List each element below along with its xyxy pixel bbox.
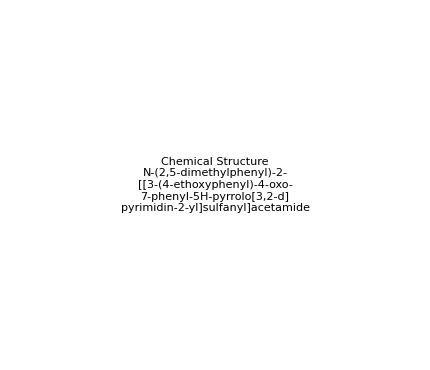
Text: Chemical Structure
N-(2,5-dimethylphenyl)-2-
[[3-(4-ethoxyphenyl)-4-oxo-
7-pheny: Chemical Structure N-(2,5-dimethylphenyl… bbox=[120, 157, 310, 213]
